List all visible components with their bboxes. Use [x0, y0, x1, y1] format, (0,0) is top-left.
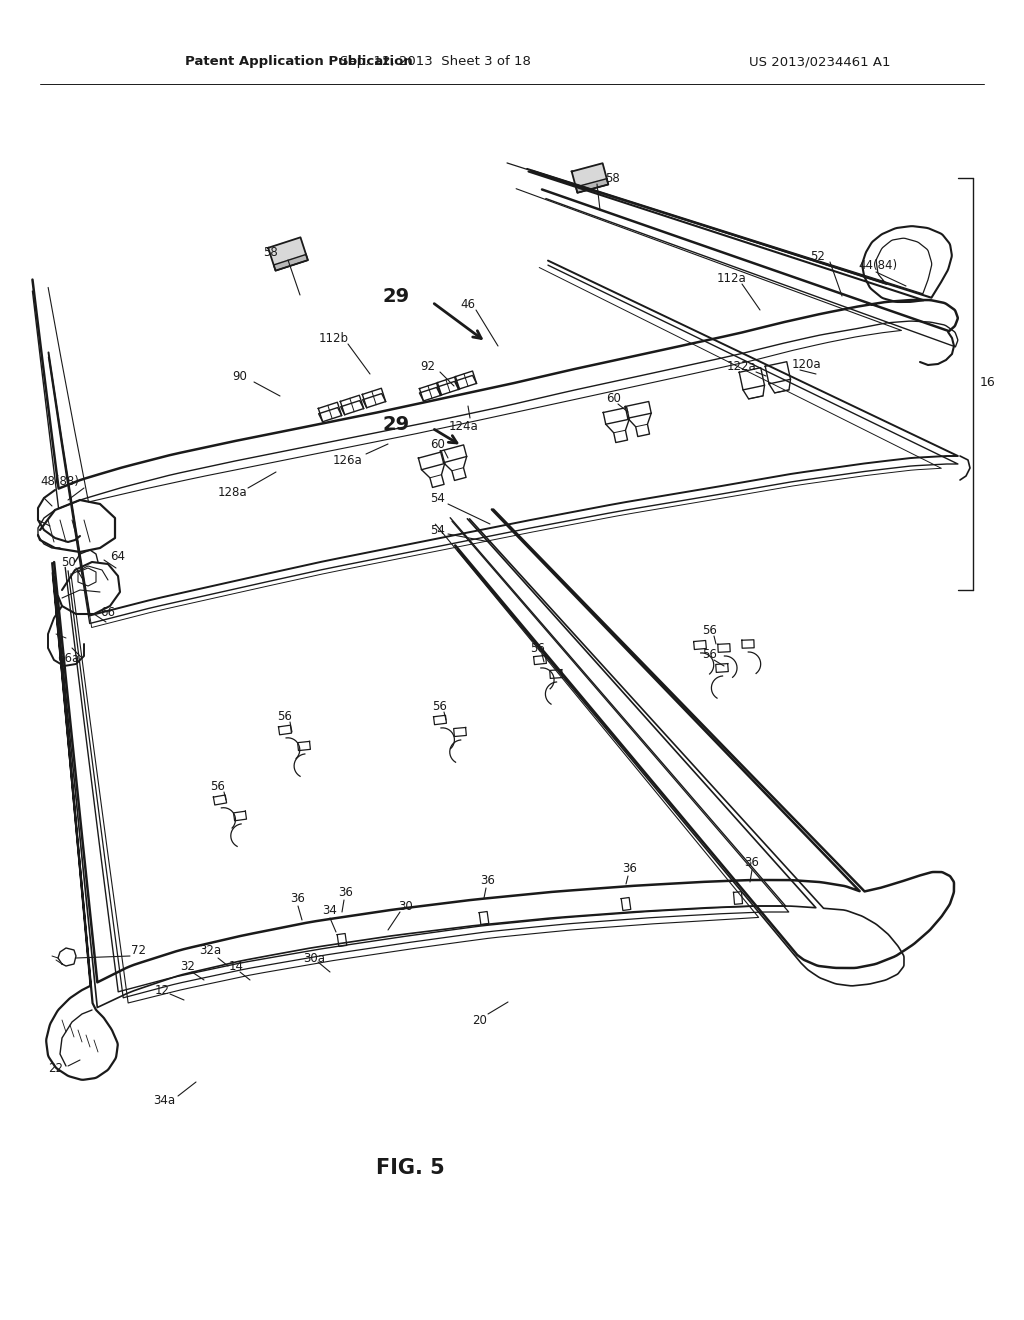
Text: 58: 58 [605, 172, 621, 185]
Text: 64: 64 [111, 549, 126, 562]
Text: 56: 56 [530, 642, 546, 655]
Text: 54: 54 [430, 524, 445, 536]
Text: 20: 20 [472, 1014, 487, 1027]
Text: 112b: 112b [319, 331, 349, 345]
Text: Sep. 12, 2013  Sheet 3 of 18: Sep. 12, 2013 Sheet 3 of 18 [340, 55, 530, 69]
Polygon shape [571, 164, 608, 193]
Polygon shape [268, 238, 308, 271]
Text: 50: 50 [60, 556, 76, 569]
Text: 56: 56 [211, 780, 225, 792]
Text: 120a: 120a [792, 358, 821, 371]
Text: 72: 72 [130, 944, 145, 957]
Text: 126a: 126a [333, 454, 362, 466]
Text: 128a: 128a [217, 486, 247, 499]
Polygon shape [273, 255, 308, 271]
Text: 66: 66 [100, 606, 116, 619]
Text: US 2013/0234461 A1: US 2013/0234461 A1 [750, 55, 891, 69]
Text: 34a: 34a [153, 1093, 175, 1106]
Text: 54: 54 [430, 491, 445, 504]
Text: 32: 32 [180, 960, 196, 973]
Text: 44(84): 44(84) [858, 259, 898, 272]
Text: 29: 29 [382, 414, 410, 433]
Text: 30a: 30a [303, 952, 325, 965]
Text: 90: 90 [232, 370, 248, 383]
Text: 56: 56 [702, 623, 718, 636]
Text: 36: 36 [623, 862, 637, 874]
Text: 29: 29 [382, 286, 410, 305]
Text: 36: 36 [480, 874, 496, 887]
Text: 16: 16 [980, 375, 995, 388]
Text: 34: 34 [323, 903, 338, 916]
Text: 46: 46 [461, 297, 475, 310]
Text: 92: 92 [421, 359, 435, 372]
Text: Patent Application Publication: Patent Application Publication [185, 55, 413, 69]
Text: 22: 22 [48, 1061, 63, 1074]
Text: 36: 36 [339, 886, 353, 899]
Text: 32a: 32a [199, 944, 221, 957]
Text: 66a: 66a [57, 652, 79, 664]
Text: 112a: 112a [717, 272, 746, 285]
Text: 56: 56 [432, 700, 447, 713]
Text: 12: 12 [155, 983, 170, 997]
Text: 60: 60 [606, 392, 622, 404]
Text: FIG. 5: FIG. 5 [376, 1158, 444, 1177]
Polygon shape [575, 178, 608, 193]
Text: 124a: 124a [450, 420, 479, 433]
Text: 14: 14 [228, 960, 244, 973]
Text: 48(88): 48(88) [41, 475, 80, 488]
Text: 52: 52 [811, 249, 825, 263]
Text: 36: 36 [291, 891, 305, 904]
Text: 122a: 122a [727, 359, 757, 372]
Text: 30: 30 [398, 899, 414, 912]
Text: 56: 56 [702, 648, 718, 660]
Text: 56: 56 [278, 710, 293, 722]
Text: 58: 58 [262, 246, 278, 259]
Text: 60: 60 [430, 437, 445, 450]
Text: 36: 36 [744, 855, 760, 869]
